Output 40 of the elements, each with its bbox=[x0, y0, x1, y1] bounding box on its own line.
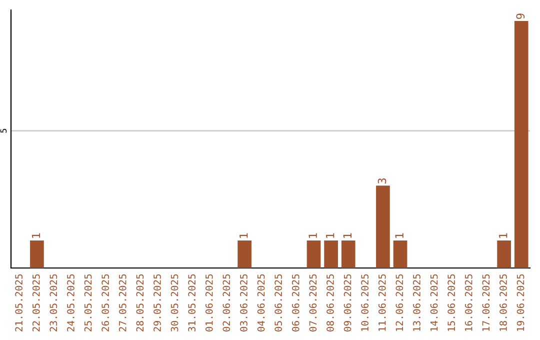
x-tick-label: 30.05.2025 bbox=[170, 274, 178, 332]
x-tick-label: 18.06.2025 bbox=[500, 274, 507, 331]
x-tick-label: 17.06.2025 bbox=[482, 274, 490, 331]
x-tick-label: 08.06.2025 bbox=[326, 274, 334, 332]
x-tick-label: 10.06.2025 bbox=[361, 274, 368, 331]
x-tick-label: 06.06.2025 bbox=[292, 274, 300, 332]
x-tick-label: 09.06.2025 bbox=[344, 274, 352, 332]
x-tick-label: 19.06.2025 bbox=[516, 274, 524, 331]
data-label: 1 bbox=[32, 233, 40, 238]
data-label: 1 bbox=[308, 233, 317, 238]
x-tick-label: 16.06.2025 bbox=[464, 274, 472, 331]
x-tick-label: 31.05.2025 bbox=[188, 274, 196, 332]
x-tick-label: 04.06.2025 bbox=[257, 274, 265, 332]
data-label: 3 bbox=[378, 178, 386, 184]
x-tick-label: 13.06.2025 bbox=[413, 274, 420, 331]
x-tick-label: 14.06.2025 bbox=[430, 274, 438, 331]
y-tick-label: 5 bbox=[0, 128, 7, 133]
x-tick-label: 23.05.2025 bbox=[50, 274, 58, 332]
x-tick-label: 03.06.2025 bbox=[240, 274, 248, 332]
x-tick-label: 07.06.2025 bbox=[309, 274, 317, 332]
x-tick-label: 24.05.2025 bbox=[67, 274, 74, 332]
x-tick-label: 11.06.2025 bbox=[378, 274, 386, 331]
data-label: 1 bbox=[499, 233, 508, 238]
x-tick-label: 26.05.2025 bbox=[102, 274, 109, 332]
x-tick-label: 25.05.2025 bbox=[84, 274, 92, 332]
x-tick-label: 29.05.2025 bbox=[154, 274, 161, 332]
data-label: 1 bbox=[395, 233, 404, 238]
x-tick-label: 21.05.2025 bbox=[15, 274, 22, 332]
data-label: 1 bbox=[343, 233, 352, 238]
x-tick-label: 02.06.2025 bbox=[222, 274, 230, 332]
x-tick-label: 27.05.2025 bbox=[118, 274, 126, 332]
data-label: 1 bbox=[240, 233, 248, 238]
x-tick-label: 15.06.2025 bbox=[448, 274, 455, 331]
x-tick-label: 05.06.2025 bbox=[274, 274, 282, 332]
data-label: 9 bbox=[516, 14, 525, 19]
data-label: 1 bbox=[326, 233, 334, 238]
x-tick-label: 01.06.2025 bbox=[205, 274, 213, 332]
x-tick-label: 22.05.2025 bbox=[32, 274, 40, 332]
x-tick-label: 28.05.2025 bbox=[136, 274, 144, 332]
x-tick-label: 12.06.2025 bbox=[396, 274, 404, 331]
